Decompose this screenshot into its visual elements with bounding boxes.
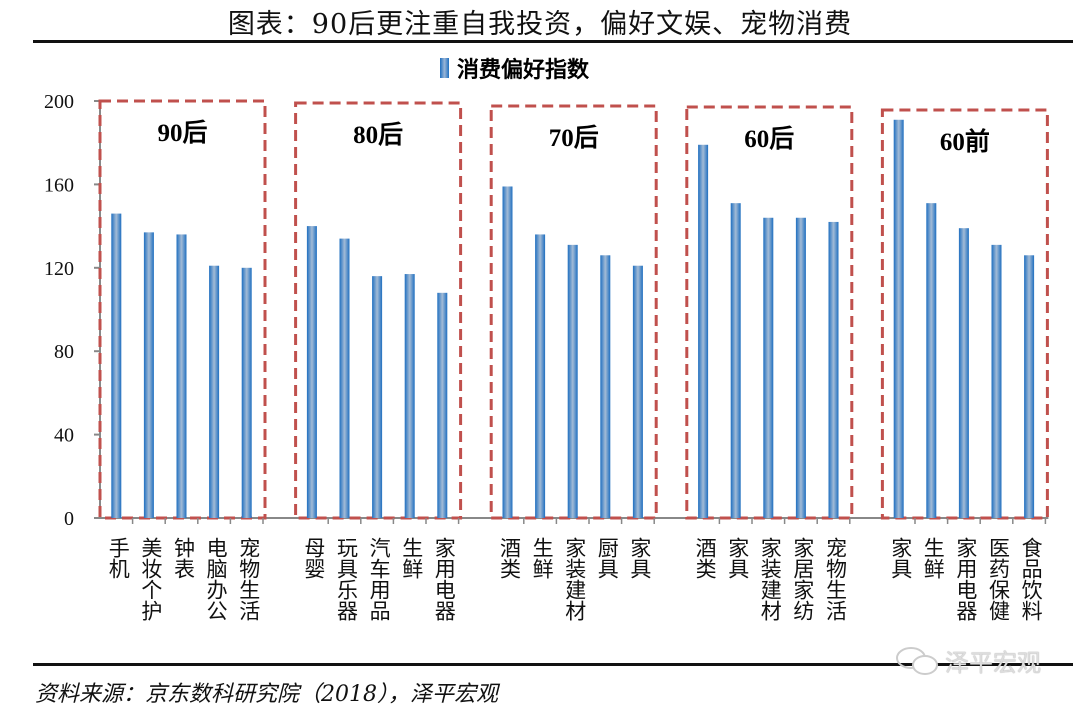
- bar: [632, 265, 643, 518]
- y-tick-label: 40: [54, 425, 74, 447]
- x-tick-label: 家用电器: [954, 537, 978, 621]
- bar: [339, 238, 350, 519]
- bar: [991, 244, 1002, 519]
- bar: [763, 217, 774, 518]
- group-label: 90后: [157, 119, 207, 147]
- watermark: 泽平宏观: [895, 643, 1041, 678]
- bar: [730, 203, 741, 519]
- bar: [143, 232, 154, 519]
- x-tick-label: 宠物生活: [237, 537, 261, 621]
- x-tick-label: 电脑办公: [204, 537, 228, 621]
- bottom-rule: [33, 663, 1073, 666]
- x-tick-label: 酒类: [693, 537, 717, 579]
- y-tick-label: 120: [44, 258, 74, 280]
- bar: [111, 213, 122, 518]
- x-tick-label: 家具: [628, 537, 652, 579]
- bar: [306, 226, 317, 518]
- x-tick-label: 母婴: [302, 537, 326, 579]
- x-tick-label: 生鲜: [921, 537, 945, 579]
- bar: [176, 234, 187, 518]
- bar: [372, 276, 383, 518]
- chart-title: 图表：90后更注重自我投资，偏好文娱、宠物消费: [227, 9, 853, 40]
- x-tick-label: 家居家纺: [791, 537, 815, 621]
- x-tick-label: 美妆个护: [139, 537, 163, 621]
- y-tick-label: 200: [44, 91, 74, 113]
- group-box: [294, 101, 463, 520]
- x-tick-label: 医药保健: [987, 537, 1011, 621]
- source-note: 资料来源：京东数科研究院（2018），泽平宏观: [35, 682, 498, 707]
- x-tick-label: 汽车用品: [367, 537, 391, 621]
- x-tick-label: 酒类: [498, 537, 522, 579]
- x-tick-label: 手机: [106, 537, 130, 579]
- x-tick-label: 家装建材: [563, 537, 587, 621]
- y-tick-label: 0: [64, 508, 74, 530]
- watermark-text: 泽平宏观: [945, 649, 1041, 677]
- bar: [926, 203, 937, 519]
- y-tick-label: 160: [44, 174, 74, 196]
- group-label: 70后: [549, 124, 599, 152]
- bar: [795, 217, 806, 518]
- bar: [437, 292, 448, 518]
- group-label: 80后: [353, 121, 403, 149]
- x-tick-label: 钟表: [172, 537, 196, 579]
- x-tick-label: 宠物生活: [824, 537, 848, 621]
- x-tick-label: 厨具: [595, 537, 619, 579]
- x-tick-label: 生鲜: [400, 537, 424, 579]
- x-tick-label: 玩具乐器: [335, 537, 359, 621]
- bar: [404, 274, 415, 518]
- x-tick-label: 家装建材: [758, 537, 782, 621]
- top-rule: [33, 40, 1073, 43]
- bar: [502, 186, 513, 519]
- x-tick-label: 家具: [889, 537, 913, 579]
- legend-label: 消费偏好指数: [457, 58, 590, 83]
- x-tick-label: 家具: [726, 537, 750, 579]
- bar: [600, 255, 611, 519]
- legend-swatch: [440, 58, 449, 78]
- group-label: 60前: [940, 127, 990, 156]
- bar: [567, 244, 578, 519]
- wechat-icon: [896, 646, 938, 675]
- bar: [893, 119, 904, 518]
- x-tick-label: 家用电器: [432, 537, 456, 621]
- y-tick-label: 80: [54, 341, 74, 363]
- bar: [209, 265, 220, 518]
- x-tick-label: 食品饮料: [1019, 537, 1043, 621]
- bar: [1024, 255, 1035, 519]
- legend: 消费偏好指数: [440, 52, 589, 84]
- bar: [958, 228, 969, 518]
- bar: [535, 234, 546, 518]
- bar: [698, 144, 709, 518]
- bar: [828, 221, 839, 518]
- x-tick-label: 生鲜: [530, 537, 554, 579]
- group-label: 60后: [744, 125, 794, 153]
- bar: [241, 267, 252, 518]
